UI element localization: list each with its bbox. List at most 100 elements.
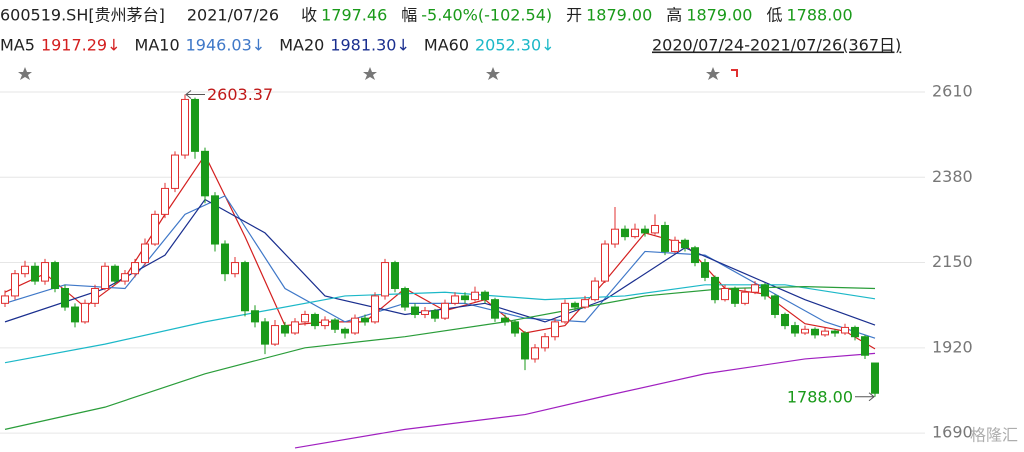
candle-body (361, 317, 369, 323)
candle-body (781, 313, 789, 327)
marker-icon (731, 69, 738, 77)
candle-body (231, 262, 239, 275)
candle-body (191, 98, 199, 152)
candle-body (311, 313, 319, 327)
candle-body (281, 325, 289, 334)
candle-body (51, 262, 59, 290)
candle-body (671, 239, 679, 252)
y-tick-label: 2610 (932, 82, 973, 101)
low-arrow (855, 392, 875, 402)
ma-line (294, 352, 876, 449)
legend-name: MA10 (135, 36, 180, 55)
header-text: 1879.00 (686, 6, 752, 25)
candle-body (821, 330, 829, 336)
candle-body (81, 302, 89, 323)
candle-body (201, 150, 209, 197)
candle-body (31, 265, 39, 282)
high-label: 2603.37 (207, 85, 273, 104)
candle-body (441, 302, 449, 319)
legend-name: MA20 (279, 36, 324, 55)
candle-body (731, 288, 739, 304)
candle-body (691, 247, 699, 264)
low-label: 1788.00 (787, 387, 853, 406)
candle-body (351, 317, 359, 334)
star-icon (706, 67, 720, 80)
star-icon (18, 67, 32, 80)
legend-value: 1917.29↓ (41, 36, 121, 55)
candle-body (701, 262, 709, 278)
ma-line (4, 284, 876, 364)
candle-body (511, 321, 519, 334)
candle-body (131, 262, 139, 275)
candle-body (221, 243, 229, 275)
candle-body (391, 262, 399, 290)
candle-body (841, 326, 849, 334)
header-text: 1788.00 (787, 6, 853, 25)
y-tick-label: 1920 (932, 337, 973, 356)
legend-value: 1981.30↓ (330, 36, 410, 55)
candle-body (801, 328, 809, 334)
star-markers (18, 67, 738, 80)
candle-body (411, 306, 419, 315)
candle-body (331, 319, 339, 330)
header-text: 1879.00 (586, 6, 652, 25)
candle-body (861, 336, 869, 356)
candle-body (61, 288, 69, 308)
candle-body (571, 302, 579, 308)
candle-body (641, 228, 649, 234)
candle-body (611, 228, 619, 245)
legend-name: MA5 (0, 36, 35, 55)
candle-body (401, 288, 409, 308)
header-text: 1797.46 (321, 6, 387, 25)
candle-body (761, 284, 769, 297)
header-text: 低 (766, 6, 782, 25)
candle-body (121, 273, 129, 282)
candle-body (831, 330, 839, 334)
star-icon (363, 67, 377, 80)
candle-body (771, 295, 779, 315)
candle-body (661, 224, 669, 252)
candle-body (151, 213, 159, 245)
candle-body (21, 265, 29, 275)
candle-body (261, 321, 269, 345)
candle-body (171, 154, 179, 189)
legend-name: MA60 (424, 36, 469, 55)
candle-body (631, 228, 639, 238)
ma-line (4, 195, 876, 339)
candle-body (491, 299, 499, 319)
candle-body (471, 291, 479, 301)
candle-body (811, 328, 819, 336)
candle-body (11, 273, 19, 297)
candle-body (71, 306, 79, 323)
range-label: 2020/07/24-2021/07/26(367日) (652, 36, 901, 55)
candle-body (181, 98, 189, 156)
candle-body (561, 302, 569, 323)
candle-body (141, 243, 149, 264)
candle-body (161, 187, 169, 215)
candle-body (711, 276, 719, 301)
candle-body (791, 325, 799, 334)
header-text: 幅 (401, 6, 417, 25)
legend-value: 1946.03↓ (186, 36, 266, 55)
y-tick-label: 1690 (932, 423, 973, 442)
legend-value: 2052.30↓ (475, 36, 555, 55)
candle-body (451, 295, 459, 304)
candle-body (721, 288, 729, 301)
candle-body (321, 319, 329, 327)
star-icon (486, 67, 500, 80)
candle-body (431, 310, 439, 319)
candle-body (741, 291, 749, 304)
y-tick-label: 2380 (932, 167, 973, 186)
candle-body (461, 295, 469, 301)
candle-body (601, 243, 609, 282)
watermark: 格隆汇 (970, 426, 1018, 445)
candle-body (91, 288, 99, 304)
candle-body (651, 224, 659, 234)
candle-body (591, 280, 599, 301)
candle-body (681, 239, 689, 249)
candle-body (621, 228, 629, 238)
candle-body (481, 291, 489, 301)
candle-body (101, 265, 109, 290)
candle-body (1, 295, 9, 304)
candle-body (501, 317, 509, 323)
